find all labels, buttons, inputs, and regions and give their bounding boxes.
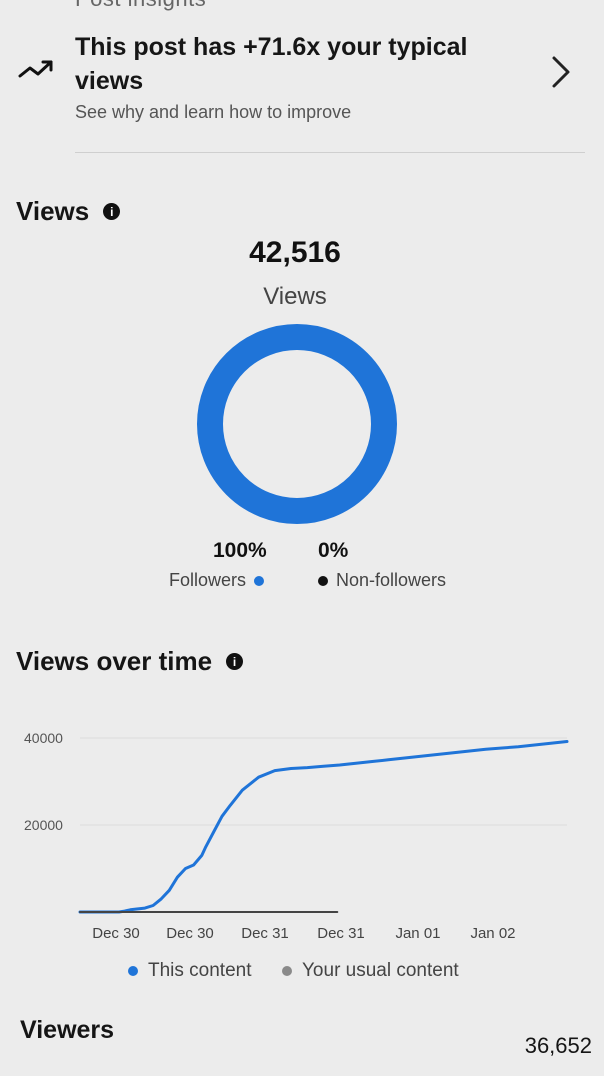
- followers-label: Followers: [169, 570, 247, 590]
- top-cut-text: Post insights: [75, 0, 206, 12]
- series-line-this-content: [78, 740, 569, 914]
- insight-title: This post has +71.6x your typical views: [75, 33, 468, 95]
- views-section-title: Views i: [16, 196, 121, 227]
- info-icon[interactable]: i: [103, 203, 121, 220]
- views-over-time-title-text: Views over time: [16, 646, 213, 676]
- usual-content-dot-icon: [282, 966, 292, 976]
- followers-donut-chart: [197, 324, 397, 524]
- nonfollowers-legend: Non-followers: [318, 570, 446, 591]
- x-tick-label: Dec 30: [166, 925, 214, 942]
- views-total: 42,516: [249, 236, 341, 269]
- insight-subtitle: See why and learn how to improve: [75, 102, 352, 122]
- nonfollowers-dot-icon: [318, 575, 328, 586]
- views-over-time-chart: 40000 20000 Dec 30 Dec 30 Dec 31 Dec 31 Jan 01…: [24, 730, 569, 942]
- legend-this-label: This content: [148, 960, 252, 981]
- viewers-value: 36,652: [524, 1033, 592, 1058]
- chevron-right-icon[interactable]: [548, 54, 574, 90]
- views-title-text: Views: [16, 196, 90, 226]
- views-label: Views: [263, 283, 327, 310]
- followers-dot-icon: [254, 575, 265, 586]
- insight-card[interactable]: This post has +71.6x your typical views …: [0, 24, 604, 154]
- followers-legend: Followers: [169, 570, 265, 591]
- followers-percent: 100%: [213, 539, 267, 562]
- this-content-dot-icon: [128, 966, 138, 976]
- x-tick-label: Jan 01: [395, 925, 440, 942]
- y-tick-label: 20000: [24, 817, 63, 833]
- views-over-time-title: Views over time i: [16, 646, 244, 677]
- nonfollowers-percent: 0%: [318, 539, 349, 562]
- y-tick-label: 40000: [24, 730, 63, 746]
- x-tick-label: Jan 02: [470, 925, 515, 942]
- x-tick-label: Dec 30: [92, 925, 140, 942]
- x-tick-label: Dec 31: [317, 925, 365, 942]
- legend-this-content: This content: [128, 960, 252, 982]
- x-tick-label: Dec 31: [241, 925, 289, 942]
- nonfollowers-label: Non-followers: [336, 570, 447, 590]
- divider: [75, 152, 585, 153]
- trending-up-icon: [18, 60, 53, 78]
- legend-usual-content: Your usual content: [282, 960, 459, 982]
- legend-usual-label: Your usual content: [302, 960, 459, 981]
- info-icon[interactable]: i: [226, 653, 244, 670]
- viewers-label: Viewers: [20, 1016, 115, 1044]
